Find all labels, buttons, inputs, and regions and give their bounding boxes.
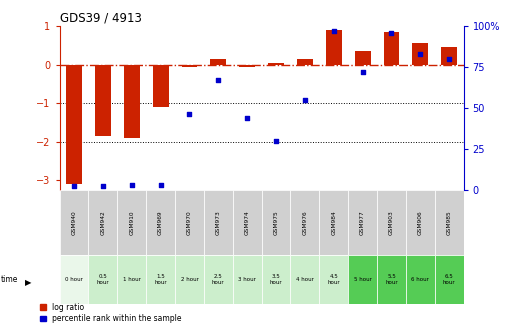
Text: ▶: ▶: [25, 278, 32, 287]
FancyBboxPatch shape: [262, 190, 291, 255]
Point: [99, 184, 107, 189]
Point: [329, 28, 338, 34]
FancyBboxPatch shape: [60, 255, 89, 304]
FancyBboxPatch shape: [89, 255, 117, 304]
FancyBboxPatch shape: [175, 255, 204, 304]
FancyBboxPatch shape: [204, 190, 233, 255]
Text: GSM969: GSM969: [158, 210, 163, 235]
Point: [445, 56, 453, 61]
Text: GSM942: GSM942: [100, 210, 105, 235]
Bar: [355, 51, 370, 65]
Bar: [95, 65, 111, 136]
Text: 3 hour: 3 hour: [238, 277, 256, 282]
FancyBboxPatch shape: [406, 255, 435, 304]
Bar: [412, 43, 428, 65]
Text: GSM975: GSM975: [274, 210, 279, 235]
FancyBboxPatch shape: [262, 255, 291, 304]
FancyBboxPatch shape: [233, 190, 262, 255]
Text: time: time: [1, 275, 19, 284]
Text: 0 hour: 0 hour: [65, 277, 83, 282]
Text: 4.5
hour: 4.5 hour: [327, 274, 340, 285]
Point: [70, 184, 78, 189]
FancyBboxPatch shape: [377, 190, 406, 255]
FancyBboxPatch shape: [117, 190, 146, 255]
Text: GSM940: GSM940: [71, 210, 77, 235]
Point: [416, 51, 424, 57]
Point: [243, 115, 251, 120]
Text: 6 hour: 6 hour: [411, 277, 429, 282]
FancyBboxPatch shape: [319, 190, 348, 255]
Text: 4 hour: 4 hour: [296, 277, 314, 282]
Text: GSM973: GSM973: [216, 210, 221, 235]
Text: GSM903: GSM903: [389, 210, 394, 235]
Bar: [124, 65, 140, 138]
Text: 5 hour: 5 hour: [354, 277, 371, 282]
Bar: [441, 47, 457, 65]
Point: [272, 138, 280, 143]
Text: GSM910: GSM910: [129, 210, 134, 235]
Point: [214, 77, 222, 83]
Legend: log ratio, percentile rank within the sample: log ratio, percentile rank within the sa…: [40, 303, 182, 323]
FancyBboxPatch shape: [291, 255, 319, 304]
Text: GSM976: GSM976: [303, 210, 307, 235]
Point: [387, 30, 396, 35]
FancyBboxPatch shape: [117, 255, 146, 304]
Text: GSM974: GSM974: [244, 210, 250, 235]
FancyBboxPatch shape: [377, 255, 406, 304]
FancyBboxPatch shape: [146, 190, 175, 255]
FancyBboxPatch shape: [60, 190, 89, 255]
FancyBboxPatch shape: [291, 190, 319, 255]
Text: 2 hour: 2 hour: [180, 277, 198, 282]
Bar: [181, 65, 197, 67]
Text: 3.5
hour: 3.5 hour: [270, 274, 282, 285]
FancyBboxPatch shape: [348, 190, 377, 255]
FancyBboxPatch shape: [175, 190, 204, 255]
Text: GSM906: GSM906: [418, 210, 423, 235]
Text: GSM985: GSM985: [447, 210, 452, 235]
FancyBboxPatch shape: [89, 190, 117, 255]
FancyBboxPatch shape: [406, 190, 435, 255]
Text: GSM977: GSM977: [360, 210, 365, 235]
FancyBboxPatch shape: [435, 190, 464, 255]
FancyBboxPatch shape: [146, 255, 175, 304]
Text: 1 hour: 1 hour: [123, 277, 141, 282]
Bar: [239, 65, 255, 67]
FancyBboxPatch shape: [233, 255, 262, 304]
Bar: [268, 63, 284, 65]
FancyBboxPatch shape: [435, 255, 464, 304]
FancyBboxPatch shape: [348, 255, 377, 304]
Text: GSM984: GSM984: [331, 210, 336, 235]
Text: GDS39 / 4913: GDS39 / 4913: [60, 12, 141, 25]
Text: 2.5
hour: 2.5 hour: [212, 274, 225, 285]
FancyBboxPatch shape: [319, 255, 348, 304]
FancyBboxPatch shape: [204, 255, 233, 304]
Text: 0.5
hour: 0.5 hour: [96, 274, 109, 285]
Point: [301, 97, 309, 102]
Bar: [297, 59, 313, 65]
Point: [127, 182, 136, 187]
Bar: [66, 65, 82, 184]
Point: [185, 112, 194, 117]
Bar: [153, 65, 168, 107]
Bar: [210, 59, 226, 65]
Text: 1.5
hour: 1.5 hour: [154, 274, 167, 285]
Text: GSM970: GSM970: [187, 210, 192, 235]
Point: [358, 69, 367, 75]
Bar: [326, 30, 342, 65]
Point: [156, 182, 165, 187]
Text: 5.5
hour: 5.5 hour: [385, 274, 398, 285]
Text: 6.5
hour: 6.5 hour: [443, 274, 455, 285]
Bar: [383, 32, 399, 65]
